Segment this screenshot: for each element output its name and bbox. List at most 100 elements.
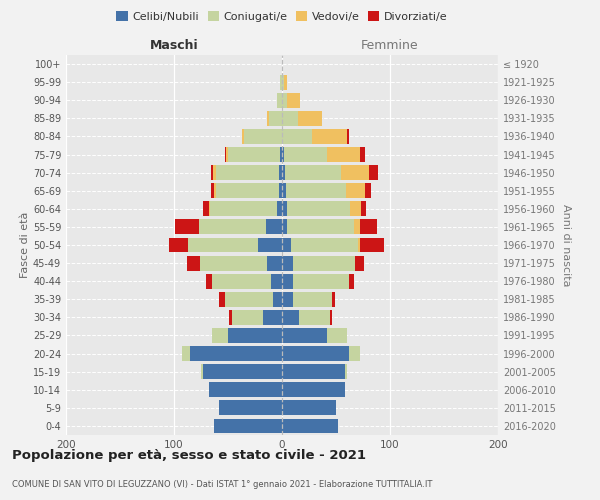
Bar — [214, 184, 216, 198]
Bar — [279, 165, 282, 180]
Bar — [203, 364, 282, 379]
Bar — [344, 364, 347, 379]
Bar — [282, 220, 287, 234]
Bar — [212, 328, 228, 343]
Bar — [287, 202, 350, 216]
Y-axis label: Fasce di età: Fasce di età — [20, 212, 30, 278]
Bar — [212, 274, 271, 288]
Bar — [282, 328, 328, 343]
Bar — [358, 238, 360, 252]
Bar — [360, 147, 365, 162]
Bar — [228, 328, 282, 343]
Bar — [329, 310, 332, 325]
Bar — [211, 165, 213, 180]
Bar — [282, 184, 286, 198]
Bar — [200, 256, 267, 270]
Bar — [280, 147, 282, 162]
Bar — [244, 129, 282, 144]
Bar — [282, 364, 344, 379]
Bar — [263, 310, 282, 325]
Bar — [182, 346, 190, 361]
Bar — [328, 147, 360, 162]
Bar — [209, 202, 277, 216]
Bar — [225, 292, 274, 306]
Bar — [370, 165, 378, 180]
Bar — [220, 400, 282, 415]
Bar — [284, 74, 287, 90]
Bar — [355, 220, 360, 234]
Bar — [274, 292, 282, 306]
Bar — [285, 165, 341, 180]
Text: Femmine: Femmine — [361, 40, 419, 52]
Bar — [209, 382, 282, 397]
Bar — [350, 202, 361, 216]
Bar — [293, 292, 332, 306]
Bar — [271, 274, 282, 288]
Bar — [293, 256, 355, 270]
Bar — [365, 184, 371, 198]
Bar — [287, 220, 355, 234]
Bar — [266, 220, 282, 234]
Bar — [282, 274, 293, 288]
Bar — [216, 165, 279, 180]
Bar — [290, 238, 358, 252]
Bar — [282, 165, 285, 180]
Bar — [282, 238, 290, 252]
Bar — [229, 310, 232, 325]
Bar — [293, 274, 349, 288]
Bar — [199, 220, 266, 234]
Bar — [349, 346, 360, 361]
Bar — [226, 147, 228, 162]
Bar — [346, 184, 365, 198]
Bar — [282, 292, 293, 306]
Bar — [211, 184, 214, 198]
Bar — [282, 256, 293, 270]
Bar — [187, 256, 200, 270]
Bar — [267, 111, 269, 126]
Bar — [213, 165, 216, 180]
Bar — [349, 274, 355, 288]
Bar — [190, 346, 282, 361]
Text: Popolazione per età, sesso e stato civile - 2021: Popolazione per età, sesso e stato civil… — [12, 450, 366, 462]
Bar — [298, 111, 322, 126]
Bar — [232, 310, 263, 325]
Bar — [214, 418, 282, 434]
Bar — [282, 346, 349, 361]
Bar — [169, 238, 188, 252]
Bar — [277, 93, 282, 108]
Bar — [225, 147, 226, 162]
Bar — [332, 292, 335, 306]
Bar — [282, 418, 338, 434]
Bar — [282, 382, 344, 397]
Bar — [277, 202, 282, 216]
Bar — [360, 220, 377, 234]
Bar — [269, 111, 282, 126]
Bar — [201, 364, 203, 379]
Bar — [360, 238, 383, 252]
Bar — [361, 202, 366, 216]
Bar — [282, 129, 312, 144]
Y-axis label: Anni di nascita: Anni di nascita — [561, 204, 571, 286]
Bar — [282, 202, 287, 216]
Legend: Celibi/Nubili, Coniugati/e, Vedovi/e, Divorziati/e: Celibi/Nubili, Coniugati/e, Vedovi/e, Di… — [114, 10, 450, 24]
Bar — [280, 74, 282, 90]
Bar — [258, 238, 282, 252]
Bar — [282, 74, 284, 90]
Bar — [355, 256, 364, 270]
Bar — [206, 274, 212, 288]
Bar — [286, 184, 346, 198]
Bar — [328, 328, 347, 343]
Bar — [341, 165, 370, 180]
Bar — [203, 202, 209, 216]
Bar — [287, 93, 301, 108]
Bar — [282, 400, 336, 415]
Bar — [312, 129, 347, 144]
Bar — [347, 129, 349, 144]
Bar — [267, 256, 282, 270]
Bar — [282, 93, 287, 108]
Bar — [284, 147, 328, 162]
Bar — [282, 310, 299, 325]
Bar — [279, 184, 282, 198]
Bar — [228, 147, 280, 162]
Text: Maschi: Maschi — [149, 40, 199, 52]
